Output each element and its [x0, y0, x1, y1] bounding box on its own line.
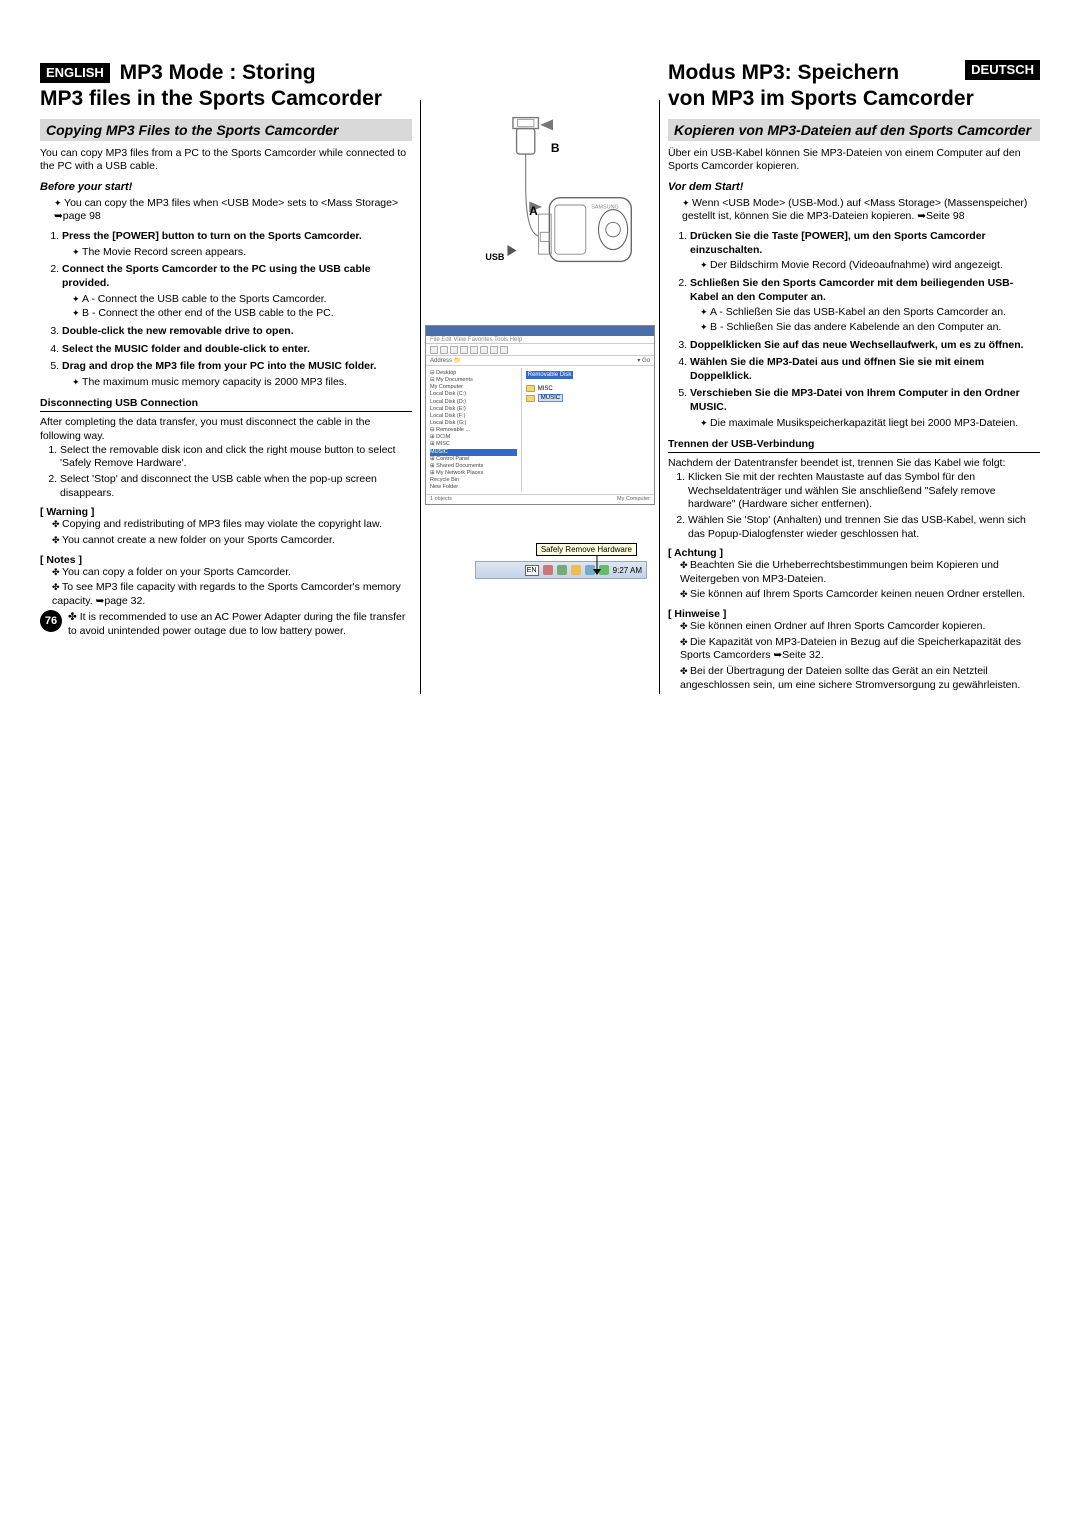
en-page-num-row: 76 ✤ It is recommended to use an AC Powe…	[40, 610, 412, 638]
svg-text:SAMSUNG: SAMSUNG	[591, 205, 619, 211]
en-notes-label: [ Notes ]	[40, 554, 412, 566]
de-warning-label: [ Achtung ]	[668, 547, 1040, 559]
en-step-2: Connect the Sports Camcorder to the PC u…	[62, 263, 412, 321]
de-disconnect-header: Trennen der USB-Verbindung	[668, 438, 1040, 453]
en-warnings: Copying and redistributing of MP3 files …	[40, 518, 412, 547]
explorer-menu: File Edit View Favorites Tools Help	[426, 336, 654, 344]
camcorder-illustration: SAMSUNG B A USB	[431, 110, 650, 305]
de-before-bullets: Wenn <USB Mode> (USB-Mod.) auf <Mass Sto…	[668, 197, 1040, 224]
en-page-note: It is recommended to use an AC Power Ada…	[68, 611, 405, 637]
page-number-badge: 76	[40, 610, 62, 632]
en-step-5: Drag and drop the MP3 file from your PC …	[62, 360, 412, 389]
de-step-3: Doppelklicken Sie auf das neue Wechsella…	[690, 339, 1040, 353]
explorer-tree: ⊟ Desktop ⊟ My Documents My Computer Loc…	[426, 368, 522, 492]
usb-label: USB	[485, 252, 504, 262]
english-title: ENGLISH MP3 Mode : Storing MP3 files in …	[40, 60, 412, 113]
label-a: A	[529, 204, 538, 218]
en-title-2: MP3 files in the Sports Camcorder	[40, 87, 382, 110]
en-step-1: Press the [POWER] button to turn on the …	[62, 230, 412, 259]
en-subtitle: Copying MP3 Files to the Sports Camcorde…	[40, 119, 412, 141]
de-disconnect-steps: Klicken Sie mit der rechten Maustaste au…	[668, 471, 1040, 541]
en-before-bullets: You can copy the MP3 files when <USB Mod…	[40, 197, 412, 224]
en-disconnect-intro: After completing the data transfer, you …	[40, 416, 412, 443]
de-before-bullet: Wenn <USB Mode> (USB-Mod.) auf <Mass Sto…	[682, 197, 1040, 224]
en-intro: You can copy MP3 files from a PC to the …	[40, 147, 412, 173]
de-title-2: von MP3 im Sports Camcorder	[668, 87, 974, 110]
en-disconnect-header: Disconnecting USB Connection	[40, 397, 412, 412]
camcorder-svg: SAMSUNG	[431, 110, 650, 300]
german-lang-badge: DEUTSCH	[965, 60, 1040, 80]
en-disconnect-steps: Select the removable disk icon and click…	[40, 444, 412, 501]
de-disconnect-intro: Nachdem der Datentransfer beendet ist, t…	[668, 457, 1040, 471]
german-column: Modus MP3: Speichern DEUTSCH von MP3 im …	[660, 60, 1040, 694]
de-step-5: Verschieben Sie die MP3-Datei von Ihrem …	[690, 387, 1040, 430]
tray-screenshot: Safely Remove Hardware EN 9:27 AM	[425, 525, 655, 585]
tray-icon	[571, 565, 581, 575]
explorer-files: Removable Disk MISC MUSIC	[522, 368, 654, 492]
en-warning-label: [ Warning ]	[40, 506, 412, 518]
en-step-3: Double-click the new removable drive to …	[62, 325, 412, 339]
de-steps: Drücken Sie die Taste [POWER], um den Sp…	[668, 230, 1040, 430]
lang-indicator: EN	[525, 565, 539, 576]
tray-icon	[557, 565, 567, 575]
german-title: Modus MP3: Speichern DEUTSCH von MP3 im …	[668, 60, 1040, 113]
english-lang-badge: ENGLISH	[40, 63, 110, 83]
de-notes-label: [ Hinweise ]	[668, 608, 1040, 620]
de-notes: Sie können einen Ordner auf Ihren Sports…	[668, 620, 1040, 692]
tooltip-pointer-icon	[587, 555, 607, 577]
de-step-4: Wählen Sie die MP3-Datei aus und öffnen …	[690, 356, 1040, 383]
english-column: ENGLISH MP3 Mode : Storing MP3 files in …	[40, 60, 420, 694]
en-steps: Press the [POWER] button to turn on the …	[40, 230, 412, 389]
de-title-1: Modus MP3: Speichern	[668, 61, 899, 84]
tray-icon	[543, 565, 553, 575]
en-before: Before your start!	[40, 181, 412, 193]
de-subtitle: Kopieren von MP3-Dateien auf den Sports …	[668, 119, 1040, 141]
de-warnings: Beachten Sie die Urheberrechtsbestimmung…	[668, 559, 1040, 602]
taskbar: EN 9:27 AM	[475, 561, 647, 579]
en-before-bullet: You can copy the MP3 files when <USB Mod…	[54, 197, 412, 224]
de-step-1: Drücken Sie die Taste [POWER], um den Sp…	[690, 230, 1040, 273]
illustration-column: SAMSUNG B A USB File Edit View Favorites…	[420, 100, 660, 694]
en-step-4: Select the MUSIC folder and double-click…	[62, 343, 412, 357]
explorer-screenshot: File Edit View Favorites Tools Help Addr…	[425, 325, 655, 505]
en-title-1: MP3 Mode : Storing	[120, 61, 316, 84]
label-b: B	[551, 141, 560, 155]
de-step-2: Schließen Sie den Sports Camcorder mit d…	[690, 277, 1040, 335]
tray-time: 9:27 AM	[613, 566, 642, 575]
de-intro: Über ein USB-Kabel können Sie MP3-Dateie…	[668, 147, 1040, 173]
en-notes: You can copy a folder on your Sports Cam…	[40, 566, 412, 609]
de-before: Vor dem Start!	[668, 181, 1040, 193]
